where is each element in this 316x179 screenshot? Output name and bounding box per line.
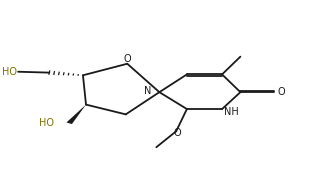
Text: HO: HO xyxy=(39,118,54,128)
Text: HO: HO xyxy=(2,67,17,77)
Text: NH: NH xyxy=(224,107,238,117)
Text: O: O xyxy=(124,54,131,64)
Text: O: O xyxy=(173,128,181,138)
Text: O: O xyxy=(277,87,285,97)
Polygon shape xyxy=(66,105,86,124)
Text: N: N xyxy=(144,86,152,96)
